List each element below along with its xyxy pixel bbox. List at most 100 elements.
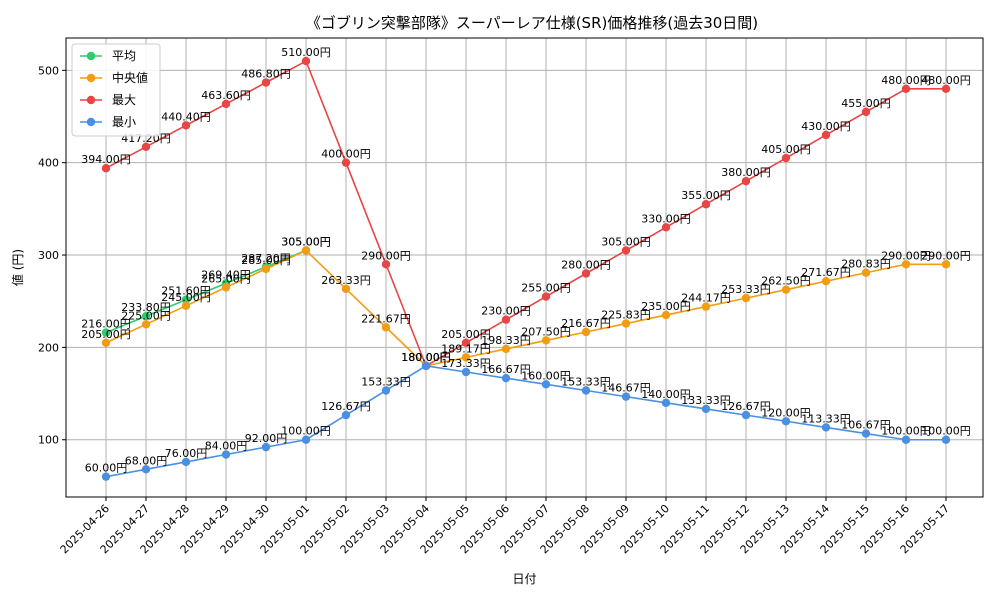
x-axis-ticks: 2025-04-262025-04-272025-04-282025-04-29… <box>58 497 952 556</box>
data-point <box>421 361 431 371</box>
data-point <box>821 276 831 286</box>
data-label: 198.33円 <box>481 334 531 347</box>
data-label: 305.00円 <box>281 235 331 248</box>
data-point <box>701 200 711 209</box>
legend-label: 最小 <box>112 115 136 129</box>
data-label: 100.00円 <box>881 425 931 438</box>
data-label: 265.00円 <box>201 272 251 285</box>
data-label: 160.00円 <box>521 369 571 382</box>
data-label: 126.67円 <box>321 400 371 413</box>
data-point <box>661 398 671 407</box>
data-label: 205.00円 <box>81 328 131 341</box>
legend-label: 最大 <box>112 93 136 107</box>
data-label: 113.33円 <box>801 412 851 425</box>
data-point <box>261 264 271 274</box>
data-label: 305.00円 <box>601 235 651 248</box>
data-point <box>701 302 711 311</box>
data-point <box>901 84 911 93</box>
data-point <box>701 404 711 414</box>
data-label: 100.00円 <box>281 425 331 438</box>
data-label: 285.00円 <box>241 254 291 267</box>
data-point <box>541 336 551 345</box>
data-point <box>101 472 111 481</box>
data-label: 430.00円 <box>801 120 851 133</box>
data-label: 253.33円 <box>721 283 771 296</box>
data-label: 290.00円 <box>881 249 931 262</box>
legend-item: 最小 <box>80 115 136 129</box>
y-tick-label: 500 <box>38 64 59 77</box>
series-layer <box>101 56 951 481</box>
data-point <box>461 353 471 362</box>
chart-title: 《ゴブリン突撃部隊》スーパーレア仕様(SR)価格推移(過去30日間) <box>306 14 758 32</box>
data-label: 280.83円 <box>841 258 891 271</box>
data-point <box>261 78 271 87</box>
data-point <box>141 465 151 474</box>
data-point <box>141 142 151 151</box>
data-label: 480.00円 <box>921 74 971 87</box>
data-label: 262.50円 <box>761 275 811 288</box>
data-point <box>101 164 111 173</box>
legend-item: 中央値 <box>80 70 148 85</box>
data-point <box>621 246 631 255</box>
data-point <box>661 310 671 320</box>
data-label: 480.00円 <box>881 74 931 87</box>
y-tick-label: 200 <box>38 341 59 354</box>
data-point <box>741 176 751 186</box>
data-point <box>381 260 391 269</box>
data-point <box>461 338 471 347</box>
data-label: 287.20円 <box>241 252 291 265</box>
data-label: 120.00円 <box>761 406 811 419</box>
series-1 <box>101 246 951 371</box>
data-point <box>541 292 551 301</box>
data-point <box>181 301 191 311</box>
data-point <box>781 153 791 163</box>
data-point <box>901 260 911 269</box>
data-label: 251.60円 <box>161 285 211 298</box>
data-point <box>501 344 511 354</box>
series-2 <box>101 56 951 371</box>
data-point <box>941 84 951 93</box>
data-label: 290.00円 <box>361 249 411 262</box>
data-label: 180.00円 <box>401 351 451 364</box>
data-point <box>301 56 311 66</box>
data-point <box>501 373 511 383</box>
data-label: 510.00円 <box>281 46 331 59</box>
series-line <box>105 249 307 334</box>
data-label: 380.00円 <box>721 166 771 179</box>
data-label: 106.67円 <box>841 419 891 432</box>
data-label: 235.00円 <box>641 300 691 313</box>
y-tick-label: 400 <box>38 157 59 170</box>
data-point <box>341 158 351 167</box>
data-label: 225.83円 <box>601 309 651 322</box>
y-tick-label: 100 <box>38 434 59 447</box>
legend-swatch-marker <box>86 73 96 83</box>
legend-box <box>71 43 161 137</box>
data-label: 225.00円 <box>121 309 171 322</box>
data-label: 133.33円 <box>681 394 731 407</box>
legend-swatch-marker <box>86 117 96 127</box>
data-label: 60.00円 <box>85 462 128 475</box>
data-label: 92.00円 <box>245 432 288 445</box>
y-tick-label: 300 <box>38 249 59 262</box>
data-label: 84.00円 <box>205 440 248 453</box>
data-point <box>301 246 311 255</box>
series-3 <box>101 361 951 481</box>
data-point <box>781 417 791 426</box>
data-point <box>581 327 591 337</box>
legend-swatch-marker <box>86 51 96 61</box>
data-labels: 216.00円 233.80円 251.60円 269.40円 287.20円 305.0… <box>81 46 971 475</box>
data-point <box>141 320 151 329</box>
data-label: 463.60円 <box>201 89 251 102</box>
series-line <box>105 365 946 478</box>
data-point <box>341 284 351 294</box>
legend-item: 平均 <box>80 49 136 63</box>
data-point <box>381 323 391 332</box>
data-label: 486.80円 <box>241 68 291 81</box>
data-label: 100.00円 <box>921 425 971 438</box>
data-point <box>181 121 191 130</box>
data-label: 216.00円 <box>81 318 131 331</box>
data-label: 245.00円 <box>161 291 211 304</box>
y-axis-ticks: 100 200 300 400 500 <box>38 64 66 447</box>
